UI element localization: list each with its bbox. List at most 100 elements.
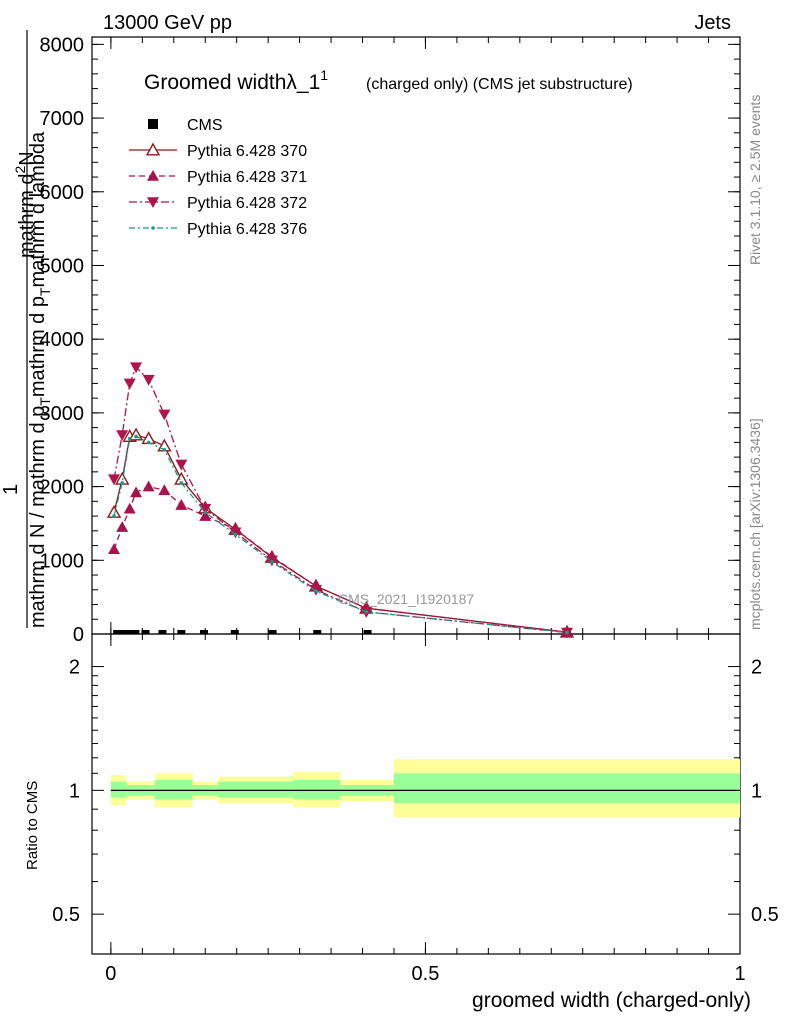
ratio-y-axis-label: Ratio to CMS <box>24 781 41 870</box>
ratio-tick-label-right: 2 <box>751 657 762 679</box>
series-point-s376 <box>179 481 184 485</box>
legend-label: Pythia 6.428 376 <box>187 221 307 238</box>
legend-marker <box>147 197 159 208</box>
series-point-s376 <box>203 510 208 515</box>
series-point-s372 <box>123 378 136 390</box>
x-tick-label: 0 <box>105 963 116 985</box>
y-tick-label: 1000 <box>40 550 85 572</box>
cms-data-point <box>199 630 208 634</box>
ylabel-bottom-tail: mathrm d p <box>27 296 49 397</box>
series-s371 <box>108 480 573 637</box>
series-s376 <box>112 434 569 635</box>
chart-title-main: Groomed widthλ_1 <box>144 71 320 94</box>
svg-text:mathrm d N / mathrm d pTmathrm: mathrm d N / mathrm d pTmathrm d pTmathr… <box>27 131 53 628</box>
y-tick-label: 0 <box>73 624 84 646</box>
cms-data-point <box>158 630 167 634</box>
legend-marker <box>151 226 155 230</box>
series-point-s376 <box>233 532 238 537</box>
x-tick-label: 1 <box>734 963 745 985</box>
ylabel-one: 1 <box>0 484 22 495</box>
series-point-s376 <box>127 436 132 441</box>
cms-data-point <box>177 630 186 634</box>
x-axis-label: groomed width (charged-only) <box>472 989 751 1012</box>
y-tick-label: 2000 <box>40 477 85 499</box>
analysis-watermark: CMS_2021_I1920187 <box>338 591 474 607</box>
ylabel-bottom-sub: T <box>37 397 53 406</box>
ylabel-bottom: mathrm d N / mathrm d p <box>27 406 49 628</box>
y-tick-label: 6000 <box>40 182 85 204</box>
chart-subtitle: (charged only) (CMS jet substructure) <box>366 76 633 93</box>
ratio-band-inner <box>110 781 127 798</box>
legend-entry: CMS <box>148 117 223 134</box>
legend-marker <box>147 170 159 181</box>
series-point-s371 <box>142 480 155 492</box>
cms-data-point <box>123 630 132 634</box>
series-point-s371 <box>199 510 212 521</box>
y-axis-label: mathrm d2N mathrm d N / mathrm d pTmathr… <box>0 30 53 628</box>
series-point-s372 <box>175 459 188 471</box>
series-point-s376 <box>162 447 167 452</box>
series-point-s371 <box>123 502 136 514</box>
series-point-s372 <box>142 374 155 386</box>
cms-data-point <box>141 630 150 634</box>
cms-data-point <box>313 630 322 634</box>
legend-entry: Pythia 6.428 372 <box>129 195 307 212</box>
series-s372 <box>108 362 573 639</box>
legend-entry: Pythia 6.428 370 <box>129 142 307 160</box>
x-tick-label: 0.5 <box>412 963 440 985</box>
series-point-s376 <box>314 589 318 594</box>
legend-label: CMS <box>187 117 223 134</box>
y-tick-label: 8000 <box>40 34 85 56</box>
y-tick-label: 4000 <box>40 329 85 351</box>
series-point-s376 <box>364 610 369 614</box>
legend-label: Pythia 6.428 372 <box>187 195 307 212</box>
series-point-s371 <box>116 521 129 532</box>
ratio-tick-label: 2 <box>69 657 80 679</box>
cms-data-point <box>113 630 122 634</box>
rivet-label: Rivet 3.1.10, ≥ 2.5M events <box>747 95 763 265</box>
cms-data-point <box>268 630 277 634</box>
legend-marker <box>145 142 161 156</box>
ratio-tick-label-right: 0.5 <box>751 904 779 926</box>
ratio-band-inner <box>154 779 193 800</box>
series-point-s372 <box>116 430 129 441</box>
cms-data-point <box>118 630 127 634</box>
series-point-s372 <box>108 474 121 486</box>
jets-label: Jets <box>694 12 731 34</box>
series-layer <box>106 362 575 639</box>
series-point-s376 <box>270 559 274 564</box>
cms-data-point <box>131 630 140 634</box>
y-tick-label: 7000 <box>40 108 85 130</box>
legend-label: Pythia 6.428 371 <box>187 169 307 186</box>
ylabel-bottom-tail-sub: T <box>37 287 53 296</box>
ratio-band-inner <box>217 781 294 798</box>
ratio-tick-label-right: 1 <box>751 780 762 802</box>
ratio-tick-label: 0.5 <box>52 904 80 926</box>
series-point-s371 <box>130 486 143 498</box>
legend: CMS Pythia 6.428 370 Pythia 6.428 371 Pythi… <box>129 117 307 238</box>
series-point-s372 <box>158 409 171 421</box>
series-point-s376 <box>120 481 124 485</box>
ratio-tick-label: 1 <box>69 780 80 802</box>
cms-data-points <box>113 630 372 634</box>
series-point-s376 <box>112 514 116 518</box>
chart-title: Groomed widthλ_11 <box>144 67 328 94</box>
ratio-bands <box>110 759 740 818</box>
energy-label: 13000 GeV pp <box>103 12 232 34</box>
series-point-s371 <box>108 543 121 555</box>
ylabel-bottom-end: mathrm d lambda <box>27 131 49 287</box>
series-point-s371 <box>158 484 171 496</box>
mcplots-label: mcplots.cern.ch [arXiv:1306.3436] <box>747 418 763 630</box>
cms-data-point <box>230 630 239 634</box>
legend-entry: Pythia 6.428 371 <box>129 169 307 186</box>
ratio-band-inner <box>293 779 341 800</box>
axis-ticks: 0 0.5 1 0 1000 2000 3000 4000 5000 6000 7000 8000 0.… <box>40 34 779 985</box>
cms-data-point <box>363 630 372 634</box>
legend-entry: Pythia 6.428 376 <box>129 221 307 238</box>
series-point-s376 <box>146 440 151 445</box>
legend-marker <box>148 119 158 129</box>
legend-label: Pythia 6.428 370 <box>187 143 307 160</box>
y-tick-label: 3000 <box>40 403 85 425</box>
series-point-s372 <box>199 503 212 515</box>
